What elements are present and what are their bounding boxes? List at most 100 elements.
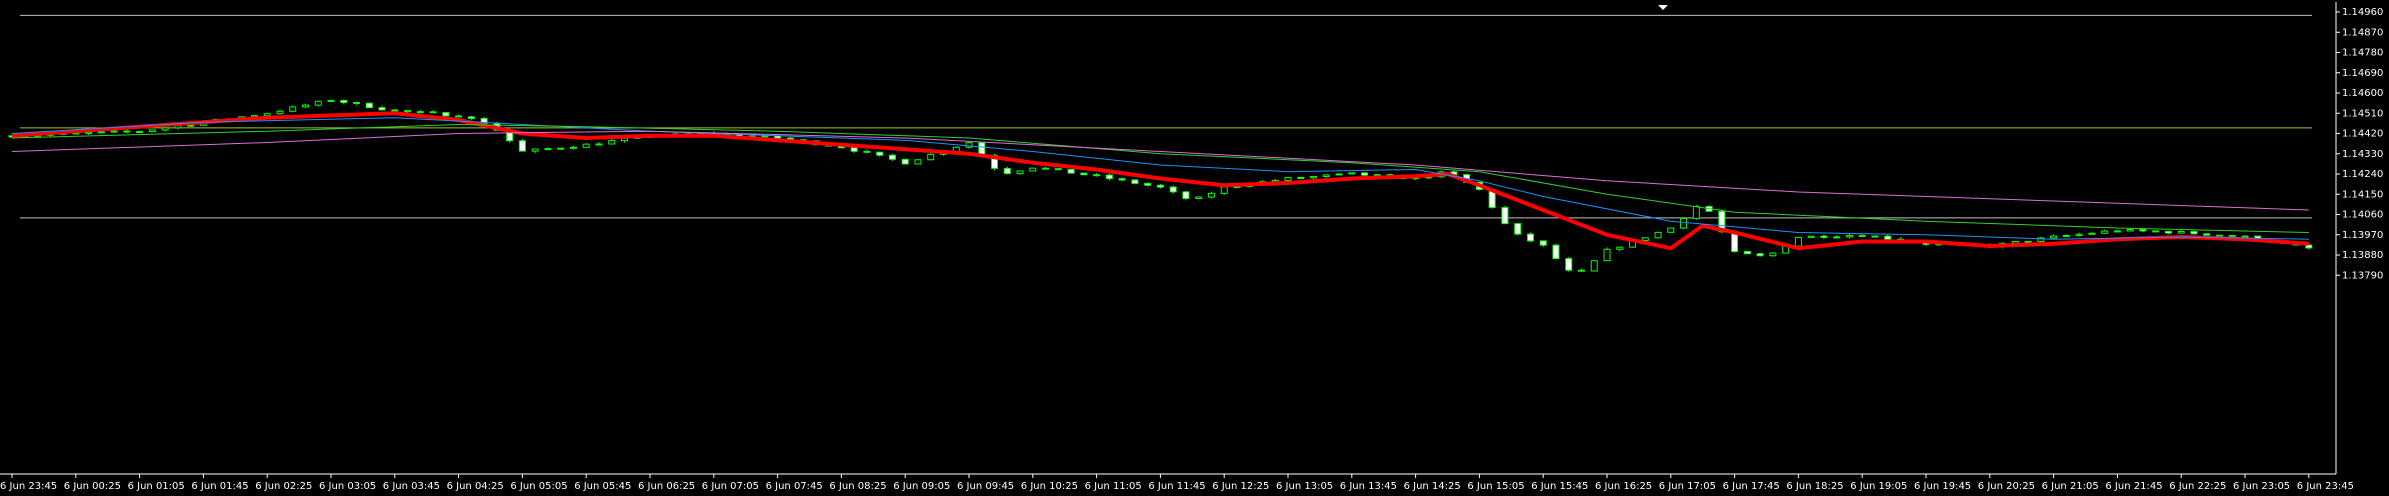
- price-tick-label: 1.14870: [2342, 27, 2383, 38]
- price-tick-label: 1.14420: [2342, 129, 2383, 140]
- candle-body: [263, 113, 271, 117]
- candle-body: [1093, 174, 1101, 177]
- candle-body: [1565, 258, 1573, 271]
- candle-body: [327, 99, 335, 102]
- candle-body: [1667, 227, 1675, 233]
- time-tick-label: 6 Jun 18:25: [1786, 481, 1843, 492]
- price-tick-label: 1.14330: [2342, 149, 2383, 160]
- candle-body: [2050, 235, 2058, 239]
- candle-body: [544, 148, 552, 151]
- time-tick-label: 6 Jun 07:05: [702, 481, 759, 492]
- candle-body: [1501, 207, 1509, 225]
- time-tick-label: 6 Jun 15:05: [1467, 481, 1524, 492]
- candle-body: [2164, 230, 2172, 234]
- candle-body: [1080, 172, 1088, 176]
- candle-body: [301, 104, 309, 108]
- candle-body: [1845, 234, 1853, 238]
- price-axis: 1.14960 1.14870 1.14780 1.14690 1.14600 1.145…: [2336, 7, 2383, 281]
- candle-body: [2075, 233, 2083, 236]
- candle-body: [1807, 235, 1815, 238]
- time-axis: 6 Jun 23:45 6 Jun 00:25 6 Jun 01:05 6 Jun 0…: [0, 474, 2354, 492]
- candle-body: [97, 131, 105, 134]
- time-tick-label: 6 Jun 06:25: [638, 481, 695, 492]
- candle-body: [1054, 168, 1062, 171]
- candle-body: [2215, 234, 2223, 237]
- candle-body: [110, 130, 118, 133]
- candle-body: [1335, 173, 1343, 176]
- time-tick-label: 6 Jun 17:45: [1723, 481, 1780, 492]
- candle-body: [1526, 233, 1534, 242]
- price-tick-label: 1.14690: [2342, 68, 2383, 79]
- price-tick-label: 1.13880: [2342, 250, 2383, 261]
- candle-body: [1156, 184, 1164, 188]
- time-tick-label: 6 Jun 09:05: [893, 481, 950, 492]
- candle-body: [1118, 178, 1126, 181]
- candle-body: [2228, 235, 2236, 238]
- time-tick-label: 6 Jun 03:05: [319, 481, 376, 492]
- time-tick-label: 6 Jun 03:45: [383, 481, 440, 492]
- candle-body: [1144, 182, 1152, 186]
- candle-body: [2190, 230, 2198, 235]
- candle-body: [340, 99, 348, 103]
- candle-body: [557, 147, 565, 150]
- candle-body: [2203, 233, 2211, 236]
- candle-body: [404, 110, 412, 113]
- candle-body: [1016, 170, 1024, 175]
- candle-body: [1207, 192, 1215, 198]
- candle-body: [2101, 230, 2109, 234]
- series-line-2: [11, 124, 2309, 233]
- time-tick-label: 6 Jun 09:45: [957, 481, 1014, 492]
- candle-body: [467, 116, 475, 119]
- price-tick-label: 1.14960: [2342, 7, 2383, 18]
- candle-body: [2177, 230, 2185, 234]
- candle-body: [416, 111, 424, 114]
- candle-body: [1182, 191, 1190, 199]
- time-tick-label: 6 Jun 16:25: [1595, 481, 1652, 492]
- candle-body: [1769, 252, 1777, 257]
- candle-body: [1820, 235, 1828, 238]
- candle-body: [2088, 232, 2096, 235]
- candle-body: [455, 115, 463, 118]
- candle-body: [1322, 174, 1330, 177]
- candle-body: [1641, 237, 1649, 242]
- candle-body: [531, 148, 539, 152]
- candle-body: [876, 151, 884, 156]
- candle-body: [148, 129, 156, 133]
- time-tick-label: 6 Jun 20:25: [1978, 481, 2035, 492]
- time-tick-label: 6 Jun 23:05: [2233, 481, 2290, 492]
- candle-body: [595, 143, 603, 146]
- candle-body: [1169, 186, 1177, 193]
- candle-body: [365, 102, 373, 109]
- candle-body: [1067, 169, 1075, 174]
- time-tick-label: 6 Jun 19:05: [1850, 481, 1907, 492]
- candle-body: [2037, 237, 2045, 242]
- time-tick-label: 6 Jun 21:05: [2042, 481, 2099, 492]
- shift-marker-icon[interactable]: [1658, 5, 1668, 10]
- price-tick-label: 1.14600: [2342, 88, 2383, 99]
- candle-body: [187, 124, 195, 127]
- candle-body: [1131, 179, 1139, 184]
- time-tick-label: 6 Jun 11:05: [1085, 481, 1142, 492]
- candle-body: [1680, 217, 1688, 229]
- time-tick-label: 6 Jun 13:05: [1276, 481, 1333, 492]
- candle-body: [1603, 248, 1611, 262]
- candle-body: [1552, 244, 1560, 260]
- candle-body: [965, 142, 973, 148]
- candle-body: [2305, 244, 2313, 249]
- candle-body: [161, 127, 169, 131]
- candle-body: [1794, 236, 1802, 247]
- candle-body: [1884, 235, 1892, 240]
- candle-body: [901, 158, 909, 165]
- candle-body: [1514, 223, 1522, 235]
- candle-body: [1284, 176, 1292, 181]
- candle-body: [608, 140, 616, 145]
- candle-body: [1743, 251, 1751, 255]
- time-tick-label: 6 Jun 21:45: [2105, 481, 2162, 492]
- candle-body: [1539, 240, 1547, 246]
- candle-body: [1577, 269, 1585, 272]
- time-tick-label: 6 Jun 01:05: [128, 481, 185, 492]
- candle-body: [2126, 229, 2134, 232]
- time-tick-label: 6 Jun 07:45: [766, 481, 823, 492]
- candle-body: [1590, 260, 1598, 272]
